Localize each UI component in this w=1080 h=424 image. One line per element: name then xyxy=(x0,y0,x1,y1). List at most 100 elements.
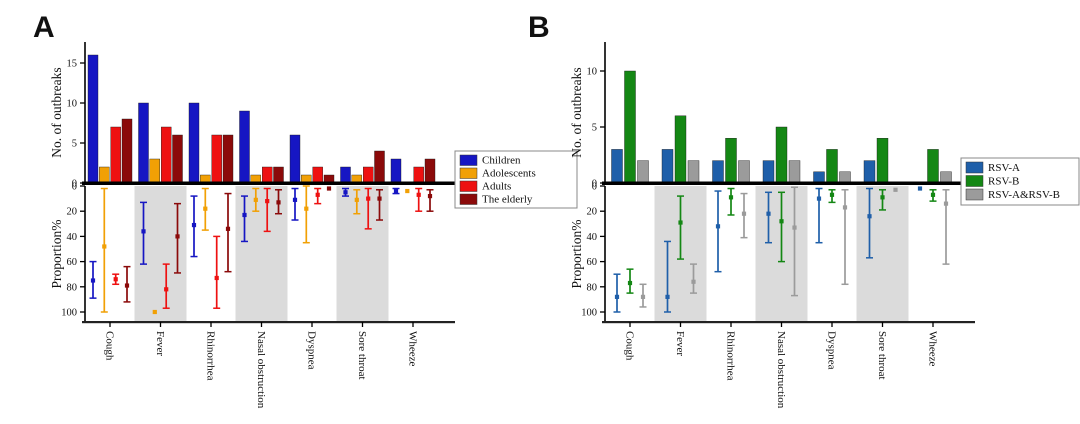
y-tick-label: 20 xyxy=(587,207,598,218)
error-bar-marker xyxy=(276,200,281,205)
outbreak-bar xyxy=(149,158,161,184)
y-tick-label: 60 xyxy=(587,257,598,268)
outbreak-bar xyxy=(674,115,687,184)
outbreak-bar xyxy=(239,110,250,184)
bottom-y-axis-label: Proportion% xyxy=(49,220,64,289)
shaded-band xyxy=(336,186,389,322)
outbreak-bar xyxy=(712,160,724,184)
error-bar-marker xyxy=(665,294,670,299)
category-label: Sore throat xyxy=(356,331,368,380)
error-bar-marker xyxy=(124,283,130,288)
category-label: Rhinorrhea xyxy=(725,331,737,381)
error-bar-marker xyxy=(253,197,258,202)
error-bar-marker xyxy=(766,211,771,216)
error-bar-marker xyxy=(930,192,936,197)
category-label: Fever xyxy=(674,331,686,356)
category-label: Nasal obstruction xyxy=(255,331,267,409)
error-bar-marker xyxy=(203,206,208,211)
error-bar-marker xyxy=(152,309,157,315)
y-tick-label: 0 xyxy=(592,182,597,193)
y-tick-label: 60 xyxy=(67,257,78,268)
top-y-axis-label: No. of outbreaks xyxy=(569,67,584,157)
y-tick-label: 0 xyxy=(72,182,77,193)
outbreak-bar xyxy=(138,102,149,184)
error-bar-marker xyxy=(829,192,835,197)
error-bar-marker xyxy=(816,196,822,201)
error-bar-marker xyxy=(354,197,359,202)
category-label: Wheeze xyxy=(927,331,939,367)
outbreak-bar xyxy=(172,134,183,184)
outbreak-bar xyxy=(738,160,750,184)
panel-label: A xyxy=(33,11,55,44)
outbreak-bar xyxy=(222,134,234,184)
category-label: Cough xyxy=(624,331,636,361)
error-bar-marker xyxy=(304,206,309,211)
error-bar-marker xyxy=(627,280,633,286)
outbreak-bar xyxy=(188,102,200,184)
legend-label: Adults xyxy=(482,181,511,193)
outbreak-bar xyxy=(813,171,825,184)
outbreak-bar xyxy=(110,126,121,184)
outbreak-bar xyxy=(725,137,737,184)
error-bar-marker xyxy=(315,192,320,197)
panel-label: B xyxy=(528,11,550,44)
outbreak-bar xyxy=(99,166,110,184)
error-bar-marker xyxy=(265,199,270,204)
outbreak-bar xyxy=(637,160,649,184)
legend-label: RSV-B xyxy=(988,176,1019,188)
error-bar-marker xyxy=(191,222,197,228)
outbreak-bar xyxy=(363,166,374,184)
outbreak-bar xyxy=(839,171,851,184)
error-bar-marker xyxy=(405,188,410,194)
outbreak-bar xyxy=(863,160,876,184)
y-tick-label: 5 xyxy=(592,123,597,134)
error-bar-marker xyxy=(416,192,421,197)
bottom-x-axis xyxy=(82,321,455,324)
error-bar-marker xyxy=(715,224,721,229)
y-tick-label: 5 xyxy=(72,139,77,150)
outbreak-bar xyxy=(940,171,952,184)
y-tick-label: 80 xyxy=(67,282,78,293)
outbreak-bar xyxy=(775,126,788,184)
error-bar-marker xyxy=(164,287,169,292)
legend-swatch xyxy=(965,175,984,187)
outbreak-bar xyxy=(390,158,402,184)
outbreak-bar xyxy=(687,160,700,184)
zero-axis-line xyxy=(82,181,455,185)
error-bar-marker xyxy=(880,195,885,200)
outbreak-bar xyxy=(762,160,775,184)
outbreak-bar xyxy=(876,137,889,184)
legend-label: Children xyxy=(482,155,521,167)
outbreak-bar xyxy=(927,149,939,184)
outbreak-bar xyxy=(413,166,424,184)
outbreak-bar xyxy=(788,160,801,184)
error-bar-marker xyxy=(640,294,646,299)
y-tick-label: 100 xyxy=(581,308,597,319)
error-bar-marker xyxy=(113,277,118,282)
error-bar-marker xyxy=(175,234,180,239)
outbreak-bar xyxy=(624,70,636,184)
error-bar-marker xyxy=(214,275,219,281)
y-tick-label: 40 xyxy=(67,232,78,243)
outbreak-bar xyxy=(661,149,674,184)
y-tick-label: 80 xyxy=(587,282,598,293)
bottom-y-axis-label: Proportion% xyxy=(569,220,584,289)
category-label: Nasal obstruction xyxy=(775,331,787,409)
category-label: Dyspnea xyxy=(826,331,838,370)
outbreak-bar xyxy=(211,134,222,184)
error-bar-marker xyxy=(678,220,683,225)
error-bar-marker xyxy=(377,196,382,201)
outbreak-bar xyxy=(87,54,99,184)
outbreak-bar xyxy=(611,149,623,184)
error-bar-marker xyxy=(292,197,298,202)
error-bar-marker xyxy=(842,205,848,210)
top-y-axis-label: No. of outbreaks xyxy=(49,67,64,157)
bottom-x-axis xyxy=(602,321,975,324)
outbreak-bar xyxy=(312,166,323,184)
legend-label: RSV-A&RSV-B xyxy=(988,189,1060,201)
y-tick-label: 0 xyxy=(72,179,77,190)
error-bar-marker xyxy=(225,226,231,231)
outbreak-bar xyxy=(273,166,284,184)
outbreak-bar xyxy=(121,118,133,184)
